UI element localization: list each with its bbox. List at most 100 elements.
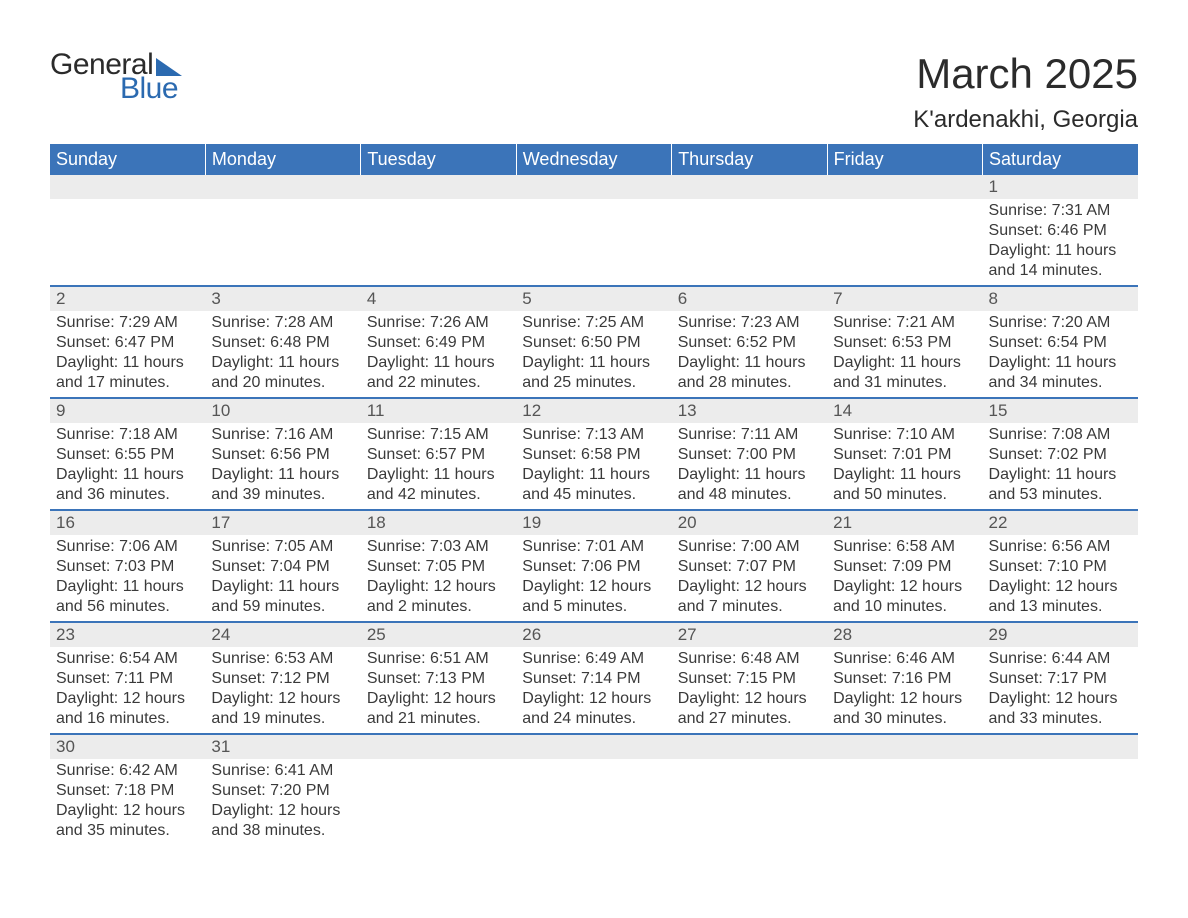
day-number-row: 2345678: [50, 286, 1138, 311]
daylight-text-line2: and 10 minutes.: [833, 597, 976, 617]
daylight-text-line1: Daylight: 11 hours: [833, 465, 976, 485]
daylight-text-line1: Daylight: 12 hours: [367, 577, 510, 597]
day-detail-cell: Sunrise: 7:05 AMSunset: 7:04 PMDaylight:…: [205, 535, 360, 622]
daylight-text-line2: and 19 minutes.: [211, 709, 354, 729]
day-number-cell: [983, 734, 1138, 759]
day-detail-cell: Sunrise: 7:11 AMSunset: 7:00 PMDaylight:…: [672, 423, 827, 510]
logo-triangle-icon: [156, 58, 182, 76]
sunrise-text: Sunrise: 6:46 AM: [833, 649, 976, 669]
day-number-row: 3031: [50, 734, 1138, 759]
daylight-text-line1: Daylight: 11 hours: [522, 465, 665, 485]
daylight-text-line1: Daylight: 12 hours: [678, 689, 821, 709]
day-detail-cell: Sunrise: 6:48 AMSunset: 7:15 PMDaylight:…: [672, 647, 827, 734]
day-detail-cell: Sunrise: 7:10 AMSunset: 7:01 PMDaylight:…: [827, 423, 982, 510]
day-detail-cell: Sunrise: 6:41 AMSunset: 7:20 PMDaylight:…: [205, 759, 360, 845]
sunset-text: Sunset: 6:54 PM: [989, 333, 1132, 353]
sunset-text: Sunset: 6:53 PM: [833, 333, 976, 353]
page-header: General Blue March 2025 K'ardenakhi, Geo…: [50, 50, 1138, 134]
sunset-text: Sunset: 7:05 PM: [367, 557, 510, 577]
sunset-text: Sunset: 7:11 PM: [56, 669, 199, 689]
daylight-text-line2: and 53 minutes.: [989, 485, 1132, 505]
daylight-text-line1: Daylight: 11 hours: [989, 465, 1132, 485]
daylight-text-line1: Daylight: 12 hours: [56, 801, 199, 821]
day-number-cell: [516, 734, 671, 759]
day-detail-cell: Sunrise: 7:21 AMSunset: 6:53 PMDaylight:…: [827, 311, 982, 398]
day-number-cell: 26: [516, 622, 671, 647]
sunrise-text: Sunrise: 7:26 AM: [367, 313, 510, 333]
sunset-text: Sunset: 6:49 PM: [367, 333, 510, 353]
daylight-text-line2: and 2 minutes.: [367, 597, 510, 617]
day-detail-cell: Sunrise: 7:26 AMSunset: 6:49 PMDaylight:…: [361, 311, 516, 398]
day-detail-cell: Sunrise: 7:06 AMSunset: 7:03 PMDaylight:…: [50, 535, 205, 622]
day-detail-cell: Sunrise: 7:08 AMSunset: 7:02 PMDaylight:…: [983, 423, 1138, 510]
daylight-text-line1: Daylight: 12 hours: [211, 689, 354, 709]
sunset-text: Sunset: 6:46 PM: [989, 221, 1132, 241]
daylight-text-line2: and 22 minutes.: [367, 373, 510, 393]
daylight-text-line1: Daylight: 11 hours: [678, 465, 821, 485]
sunrise-text: Sunrise: 7:18 AM: [56, 425, 199, 445]
day-number-cell: 25: [361, 622, 516, 647]
day-number-cell: 28: [827, 622, 982, 647]
sunset-text: Sunset: 6:56 PM: [211, 445, 354, 465]
sunrise-text: Sunrise: 7:00 AM: [678, 537, 821, 557]
weekday-header: Wednesday: [516, 144, 671, 175]
sunrise-text: Sunrise: 7:20 AM: [989, 313, 1132, 333]
sunrise-text: Sunrise: 6:51 AM: [367, 649, 510, 669]
day-number-cell: 2: [50, 286, 205, 311]
day-detail-cell: Sunrise: 7:03 AMSunset: 7:05 PMDaylight:…: [361, 535, 516, 622]
daylight-text-line1: Daylight: 11 hours: [56, 465, 199, 485]
day-number-cell: [827, 175, 982, 199]
day-detail-cell: [361, 759, 516, 845]
day-detail-cell: [983, 759, 1138, 845]
sunrise-text: Sunrise: 7:03 AM: [367, 537, 510, 557]
day-number-row: 9101112131415: [50, 398, 1138, 423]
day-detail-cell: Sunrise: 7:29 AMSunset: 6:47 PMDaylight:…: [50, 311, 205, 398]
daylight-text-line1: Daylight: 11 hours: [56, 353, 199, 373]
daylight-text-line2: and 50 minutes.: [833, 485, 976, 505]
sunset-text: Sunset: 7:20 PM: [211, 781, 354, 801]
day-detail-cell: Sunrise: 7:00 AMSunset: 7:07 PMDaylight:…: [672, 535, 827, 622]
sunset-text: Sunset: 7:13 PM: [367, 669, 510, 689]
day-number-cell: 1: [983, 175, 1138, 199]
sunset-text: Sunset: 7:10 PM: [989, 557, 1132, 577]
day-number-cell: [361, 175, 516, 199]
day-detail-cell: Sunrise: 7:01 AMSunset: 7:06 PMDaylight:…: [516, 535, 671, 622]
sunrise-text: Sunrise: 7:15 AM: [367, 425, 510, 445]
day-detail-cell: [516, 199, 671, 286]
daylight-text-line2: and 36 minutes.: [56, 485, 199, 505]
day-number-cell: [827, 734, 982, 759]
sunrise-text: Sunrise: 7:23 AM: [678, 313, 821, 333]
day-detail-cell: Sunrise: 7:15 AMSunset: 6:57 PMDaylight:…: [361, 423, 516, 510]
day-number-cell: 31: [205, 734, 360, 759]
day-number-cell: 9: [50, 398, 205, 423]
day-detail-cell: [205, 199, 360, 286]
sunset-text: Sunset: 6:57 PM: [367, 445, 510, 465]
daylight-text-line1: Daylight: 11 hours: [678, 353, 821, 373]
daylight-text-line1: Daylight: 12 hours: [211, 801, 354, 821]
sunset-text: Sunset: 7:02 PM: [989, 445, 1132, 465]
day-detail-cell: Sunrise: 7:13 AMSunset: 6:58 PMDaylight:…: [516, 423, 671, 510]
sunrise-text: Sunrise: 7:05 AM: [211, 537, 354, 557]
day-number-cell: 23: [50, 622, 205, 647]
day-number-cell: 4: [361, 286, 516, 311]
daylight-text-line2: and 48 minutes.: [678, 485, 821, 505]
day-detail-row: Sunrise: 7:06 AMSunset: 7:03 PMDaylight:…: [50, 535, 1138, 622]
sunrise-text: Sunrise: 7:06 AM: [56, 537, 199, 557]
sunset-text: Sunset: 7:07 PM: [678, 557, 821, 577]
weekday-header: Sunday: [50, 144, 205, 175]
day-detail-row: Sunrise: 6:54 AMSunset: 7:11 PMDaylight:…: [50, 647, 1138, 734]
day-number-row: 16171819202122: [50, 510, 1138, 535]
daylight-text-line1: Daylight: 11 hours: [367, 353, 510, 373]
day-detail-cell: Sunrise: 6:56 AMSunset: 7:10 PMDaylight:…: [983, 535, 1138, 622]
daylight-text-line1: Daylight: 11 hours: [211, 353, 354, 373]
day-detail-cell: [672, 759, 827, 845]
daylight-text-line1: Daylight: 12 hours: [989, 689, 1132, 709]
sunrise-text: Sunrise: 7:16 AM: [211, 425, 354, 445]
day-detail-cell: Sunrise: 6:54 AMSunset: 7:11 PMDaylight:…: [50, 647, 205, 734]
sunrise-text: Sunrise: 7:10 AM: [833, 425, 976, 445]
location-subtitle: K'ardenakhi, Georgia: [913, 106, 1138, 134]
logo-top-row: General: [50, 50, 182, 80]
sunrise-text: Sunrise: 6:58 AM: [833, 537, 976, 557]
day-detail-cell: Sunrise: 7:25 AMSunset: 6:50 PMDaylight:…: [516, 311, 671, 398]
daylight-text-line2: and 24 minutes.: [522, 709, 665, 729]
